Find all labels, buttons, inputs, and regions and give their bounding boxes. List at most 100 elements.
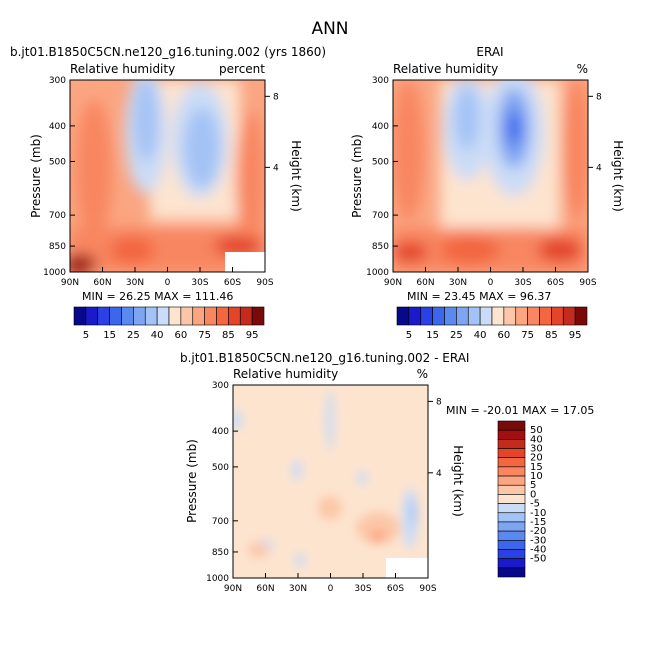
panel-erai-colorbar-swatch — [420, 306, 433, 326]
panel-erai-colorbar-label: 95 — [569, 330, 582, 341]
panel-diff-x-tick-label: 90N — [224, 584, 242, 594]
panel-diff-colorbar-swatch — [497, 448, 526, 459]
panel-diff-colorbar-swatch — [497, 512, 526, 523]
panel-erai-colorbar-swatch — [444, 306, 457, 326]
panel-diff-right-label: Height (km) — [451, 445, 465, 516]
panel-erai-y-tick-label: 300 — [372, 76, 389, 86]
panel-erai-colorbar-label: 15 — [426, 330, 439, 341]
panel-model-colorbar-swatch — [180, 306, 194, 326]
panel-erai: ERAI Relative humidity % 90N 60N 30N 0 30S 60… — [350, 45, 625, 341]
panel-erai-y-tick-label: 850 — [372, 242, 389, 252]
panel-diff-colorbar-label: 40 — [530, 434, 543, 445]
panel-model-y-tick-label: 850 — [49, 242, 66, 252]
panel-model-x-tick-label: 30N — [126, 278, 144, 288]
panel-model-y-tick-label: 1000 — [43, 268, 66, 278]
panel-erai-y-tick-label: 700 — [372, 211, 389, 221]
panel-diff-colorbar-label: 5 — [530, 480, 536, 491]
panel-model-y-tick-label: 500 — [49, 157, 66, 167]
panel-model-colorbar-label: 95 — [246, 330, 259, 341]
panel-diff-y-tick-label: 500 — [212, 463, 229, 473]
panel-model-right-tick-label: 8 — [273, 92, 279, 102]
panel-model-colorbar-label: 75 — [198, 330, 211, 341]
panel-erai-colorbar-label: 25 — [450, 330, 463, 341]
panel-model-colorbar-swatch — [228, 306, 241, 326]
panel-erai-x-tick-label: 60S — [547, 278, 564, 288]
panel-diff-colorbar-label: -30 — [530, 535, 546, 546]
panel-erai-title: ERAI — [476, 45, 503, 59]
panel-erai-subtitle-left: Relative humidity — [393, 62, 498, 76]
panel-erai-x-tick-label: 30N — [449, 278, 467, 288]
panel-diff-colorbar-label: -50 — [530, 554, 546, 565]
panel-model-colorbar-swatch — [121, 306, 134, 326]
panel-model: b.jt01.B1850C5CN.ne120_g16.tuning.002 (y… — [10, 45, 326, 341]
panel-diff-colorbar-swatch — [497, 567, 526, 578]
panel-erai-colorbar-swatch — [408, 306, 422, 326]
panel-model-subtitle-left: Relative humidity — [70, 62, 175, 76]
panel-model-ylabel: Pressure (mb) — [29, 134, 43, 218]
panel-erai-colorbar-swatch — [432, 306, 445, 326]
panel-diff-colorbar-label: -15 — [530, 517, 546, 528]
panel-diff-colorbar-swatch — [497, 503, 526, 514]
panel-erai-colorbar-swatch — [503, 306, 517, 326]
panel-model-colorbar-swatch — [97, 306, 110, 326]
panel-erai-colorbar-label: 5 — [406, 330, 412, 341]
panel-erai-x-tick-label: 0 — [488, 278, 494, 288]
panel-erai-y-tick-label: 400 — [372, 122, 389, 132]
panel-model-colorbar-swatch — [168, 306, 182, 326]
panel-diff-colorbar-swatch — [497, 457, 526, 468]
panel-erai-right-label: Height (km) — [611, 140, 625, 211]
panel-erai-y-tick-label: 500 — [372, 157, 389, 167]
panel-model-colorbar-swatch — [239, 306, 253, 326]
panel-model-x-tick-label: 30S — [191, 278, 208, 288]
panel-diff-y-tick-label: 400 — [212, 427, 229, 437]
panel-erai-colorbar-swatch — [456, 306, 469, 326]
panel-diff-colorbar-swatch — [497, 420, 526, 431]
panel-diff: b.jt01.B1850C5CN.ne120_g16.tuning.002 - … — [180, 351, 594, 594]
panel-diff-colorbar-label: 50 — [530, 425, 543, 436]
panel-model-colorbar-label: 15 — [103, 330, 116, 341]
panel-diff-colorbar-swatch — [497, 484, 526, 495]
panel-diff-x-tick-label: 30S — [354, 584, 371, 594]
panel-diff-colorbar-swatch — [497, 466, 526, 477]
panel-erai-colorbar-label: 60 — [498, 330, 511, 341]
panel-diff-right-tick-label: 8 — [436, 397, 442, 407]
panel-erai-y-tick-label: 1000 — [366, 268, 389, 278]
panel-erai-colorbar-swatch — [515, 306, 528, 326]
panel-model-x-tick-label: 90N — [61, 278, 79, 288]
panel-erai-x-tick-label: 90S — [579, 278, 596, 288]
panel-model-colorbar-label: 60 — [175, 330, 188, 341]
panel-diff-colorbar-label: 30 — [530, 444, 543, 455]
panel-model-x-tick-label: 0 — [165, 278, 171, 288]
panel-diff-colorbar-swatch — [497, 494, 526, 504]
panel-model-colorbar-swatch — [251, 306, 265, 326]
panel-model-colorbar-swatch — [133, 306, 146, 326]
panel-diff-colorbar-label: 10 — [530, 471, 543, 482]
panel-model-colorbar-swatch — [204, 306, 217, 326]
panel-diff-x-tick-label: 90S — [419, 584, 436, 594]
panel-diff-stats: MIN = -20.01 MAX = 17.05 — [446, 404, 594, 417]
panel-erai-x-tick-label: 30S — [514, 278, 531, 288]
panel-model-right-tick-label: 4 — [273, 163, 279, 173]
panel-model-colorbar-swatch — [216, 306, 229, 326]
panel-model-x-tick-label: 90S — [256, 278, 273, 288]
panel-erai-field — [393, 80, 588, 272]
panel-model-colorbar-label: 5 — [83, 330, 89, 341]
panel-model-x-tick-label: 60S — [224, 278, 241, 288]
panel-erai-colorbar-swatch — [396, 306, 410, 326]
panel-model-colorbar-swatch — [109, 306, 122, 326]
panel-erai-colorbar-swatch — [539, 306, 552, 326]
panel-diff-colorbar-swatch — [497, 539, 526, 550]
panel-diff-x-tick-label: 30N — [289, 584, 307, 594]
panel-model-title: b.jt01.B1850C5CN.ne120_g16.tuning.002 (y… — [10, 45, 326, 59]
panel-model-field — [70, 80, 265, 272]
panel-diff-units: % — [417, 367, 428, 381]
panel-erai-colorbar-label: 85 — [545, 330, 558, 341]
panel-diff-colorbar-swatch — [497, 549, 526, 559]
panel-erai-x-tick-label: 90N — [384, 278, 402, 288]
panel-erai-colorbar-swatch — [574, 306, 588, 326]
panel-erai-right-tick-label: 8 — [596, 92, 602, 102]
panel-erai-colorbar-label: 75 — [521, 330, 534, 341]
panel-diff-y-tick-label: 700 — [212, 517, 229, 527]
panel-diff-x-tick-label: 60N — [256, 584, 274, 594]
